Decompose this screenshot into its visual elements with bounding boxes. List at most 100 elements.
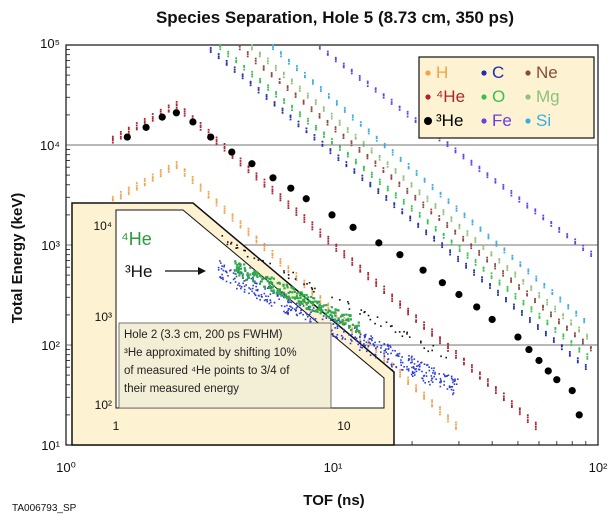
data-point: [249, 273, 252, 276]
data-point: [259, 299, 261, 301]
data-point: [266, 60, 269, 62]
data-point: [279, 195, 282, 198]
data-point: [335, 319, 338, 323]
data-point: [534, 428, 537, 431]
data-point: [305, 293, 308, 297]
data-point: [394, 331, 397, 333]
data-point: [417, 222, 420, 225]
data-point: [510, 406, 513, 408]
data-point: [535, 356, 543, 365]
data-point: [559, 298, 562, 301]
data-point: [263, 247, 266, 250]
data-point: [233, 269, 236, 272]
data-point: [257, 91, 260, 94]
data-point: [386, 187, 389, 190]
data-point: [287, 301, 290, 304]
data-point: [482, 266, 485, 269]
data-point: [259, 81, 262, 84]
data-point: [347, 155, 349, 158]
data-point: [307, 296, 310, 299]
data-point: [407, 307, 410, 310]
data-point: [258, 282, 262, 285]
data-point: [219, 260, 221, 262]
data-point: [398, 182, 401, 185]
data-point: [487, 378, 489, 381]
data-point: [538, 294, 541, 297]
data-point: [361, 174, 364, 177]
data-point: [441, 244, 444, 247]
data-point: [339, 149, 341, 151]
data-point: [236, 244, 238, 247]
data-point: [444, 375, 446, 378]
data-point: [297, 123, 300, 126]
data-point: [235, 266, 239, 269]
data-point: [367, 345, 370, 347]
data-point: [263, 185, 266, 188]
data-point: [275, 292, 279, 295]
data-point: [511, 258, 514, 260]
data-point: [473, 303, 481, 311]
data-point: [283, 271, 285, 274]
data-point: [330, 314, 334, 318]
data-point: [462, 238, 465, 241]
data-point: [223, 147, 226, 150]
data-point: [239, 157, 242, 160]
data-point: [350, 72, 353, 75]
data-point: [554, 308, 557, 310]
data-point: [316, 308, 319, 311]
data-point: [449, 253, 452, 256]
data-point: [391, 151, 394, 154]
data-point: [367, 276, 370, 279]
data-point: [486, 256, 489, 259]
data-point: [248, 287, 250, 289]
data-point: [498, 281, 501, 284]
data-point: [514, 273, 517, 276]
legend-marker: [481, 118, 487, 124]
data-point: [383, 361, 386, 363]
data-point: [450, 377, 453, 380]
data-point: [454, 147, 457, 150]
data-point: [167, 168, 170, 171]
data-point: [359, 123, 362, 126]
data-point: [497, 291, 499, 294]
data-point: [453, 383, 456, 385]
data-point: [566, 326, 568, 329]
data-point: [442, 209, 445, 212]
data-point: [590, 253, 593, 256]
data-point: [494, 181, 497, 184]
data-point: [241, 274, 244, 277]
inset-y-tick-label: 10²: [95, 398, 112, 412]
data-point: [440, 380, 443, 383]
data-point: [327, 304, 330, 307]
legend-marker: [525, 70, 531, 76]
data-point: [316, 310, 319, 313]
data-point: [382, 96, 385, 99]
data-point: [527, 268, 530, 271]
data-point: [357, 343, 360, 346]
data-point: [529, 321, 531, 323]
data-point: [457, 258, 460, 260]
data-point: [471, 364, 473, 367]
data-point: [255, 178, 258, 181]
data-point: [302, 305, 305, 307]
data-point: [290, 286, 293, 289]
data-point: [551, 293, 554, 296]
inset-note-line: their measured energy: [124, 383, 239, 395]
data-point: [455, 352, 457, 355]
data-point: [406, 192, 409, 194]
data-point: [422, 201, 425, 204]
data-point: [306, 92, 309, 95]
data-point: [452, 381, 454, 384]
data-point: [319, 228, 322, 231]
inset-y-tick-label: 10³: [95, 310, 112, 324]
data-point: [119, 195, 122, 198]
data-point: [183, 172, 186, 175]
data-point: [247, 227, 250, 230]
data-point: [558, 320, 560, 323]
data-point: [330, 318, 332, 320]
data-point: [567, 307, 570, 310]
legend-label: H: [436, 63, 448, 82]
data-point: [207, 131, 210, 134]
data-point: [355, 339, 358, 342]
data-point: [253, 274, 256, 277]
